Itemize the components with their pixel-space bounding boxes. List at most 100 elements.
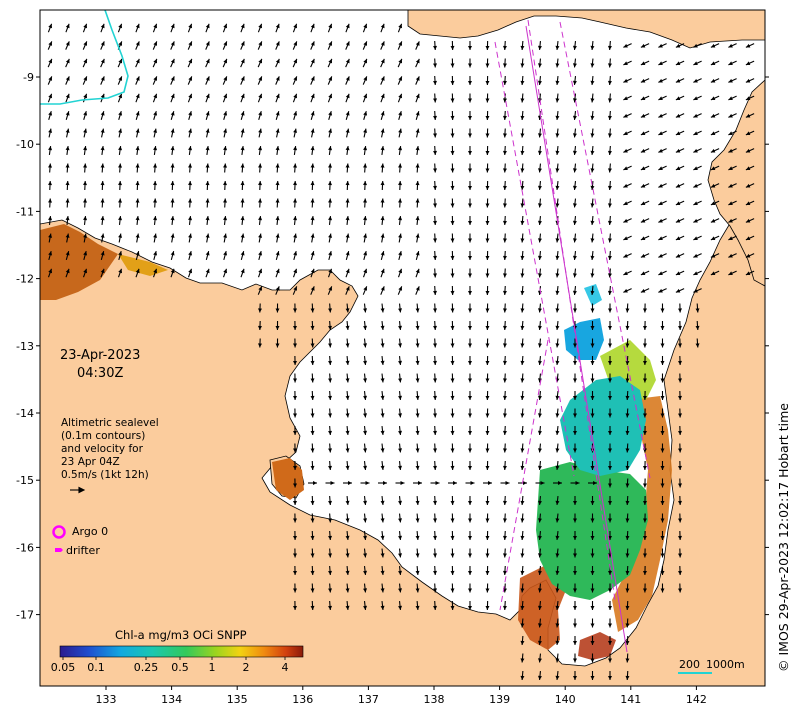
velocity-arrow-head	[363, 395, 368, 400]
velocity-arrow-head	[328, 308, 333, 313]
velocity-arrow-head	[188, 146, 193, 151]
velocity-arrow-head	[310, 395, 315, 400]
velocity-arrow-head	[590, 623, 595, 628]
velocity-arrow-head	[745, 236, 751, 241]
velocity-arrow-head	[728, 148, 733, 153]
lat-tick-label: -14	[16, 407, 34, 420]
velocity-arrow-head	[485, 588, 490, 593]
velocity-arrow-head	[502, 605, 507, 610]
velocity-arrow-head	[745, 131, 751, 136]
velocity-arrow-head	[572, 98, 577, 103]
velocity-arrow-head	[468, 133, 473, 138]
velocity-arrow-head	[502, 238, 507, 243]
velocity-arrow-head	[502, 308, 507, 313]
velocity-arrow-head	[745, 253, 751, 258]
velocity-arrow-head	[433, 430, 438, 435]
velocity-arrow-head	[468, 80, 473, 85]
velocity-arrow-head	[675, 148, 681, 153]
velocity-arrow-head	[48, 181, 53, 186]
velocity-arrow-head	[433, 570, 438, 575]
velocity-arrow-head	[555, 185, 560, 190]
lon-axis: 133 134 135 136 137 138 139 140 141 142	[96, 686, 707, 706]
argo-label: Argo 0	[72, 525, 109, 538]
velocity-arrow-head	[625, 675, 630, 680]
velocity-arrow-head	[660, 378, 665, 383]
velocity-arrow-head	[575, 481, 580, 485]
velocity-arrow-head	[693, 218, 698, 223]
velocity-arrow-head	[398, 268, 403, 274]
velocity-arrow-head	[608, 343, 612, 348]
velocity-arrow-head	[398, 448, 403, 453]
velocity-arrow-head	[502, 500, 507, 505]
velocity-arrow-head	[135, 111, 140, 116]
velocity-arrow-head	[678, 553, 683, 558]
velocity-arrow-head	[623, 43, 628, 48]
velocity-arrow-head	[100, 146, 105, 151]
velocity-arrow-head	[728, 183, 733, 188]
velocity-arrow-head	[380, 23, 385, 29]
velocity-arrow-head	[293, 111, 298, 116]
velocity-arrow-head	[418, 481, 422, 485]
velocity-arrow-head	[135, 233, 140, 238]
velocity-arrow-head	[607, 238, 612, 243]
velocity-arrow-head	[48, 23, 53, 29]
velocity-arrow-head	[363, 23, 368, 29]
velocity-arrow-head	[625, 640, 630, 645]
velocity-arrow-head	[623, 201, 628, 206]
velocity-arrow-head	[537, 465, 542, 470]
velocity-arrow-head	[450, 45, 455, 50]
velocity-arrow-head	[660, 343, 665, 348]
velocity-arrow-head	[275, 181, 280, 186]
velocity-arrow-head	[450, 448, 455, 453]
velocity-arrow-head	[48, 268, 53, 274]
velocity-arrow-head	[710, 166, 716, 171]
velocity-arrow-head	[345, 251, 350, 256]
velocity-arrow-head	[623, 271, 628, 276]
velocity-arrow-head	[328, 360, 333, 365]
velocity-arrow-head	[415, 198, 420, 203]
velocity-arrow-head	[363, 588, 368, 593]
velocity-arrow-head	[537, 168, 542, 173]
description-block: Altimetric sealevel (0.1m contours) and …	[61, 417, 159, 482]
lon-tick-label: 139	[489, 693, 510, 706]
velocity-arrow-head	[310, 570, 315, 575]
velocity-arrow-head	[415, 181, 420, 186]
velocity-arrow-head	[468, 168, 473, 173]
lon-tick-label: 135	[227, 693, 248, 706]
velocity-arrow-head	[642, 360, 647, 365]
velocity-arrow-head	[310, 233, 315, 238]
map-date: 23-Apr-2023	[60, 348, 141, 363]
velocity-arrow-head	[678, 395, 683, 400]
velocity-arrow-head	[502, 150, 507, 155]
velocity-arrow-head	[658, 131, 663, 136]
velocity-arrow-head	[468, 553, 473, 558]
velocity-arrow-head	[728, 131, 733, 136]
velocity-arrow-head	[520, 413, 525, 418]
velocity-arrow-head	[555, 448, 560, 453]
land-arnhem-land	[40, 169, 765, 686]
velocity-arrow-head	[380, 268, 385, 274]
velocity-arrow-head	[83, 76, 88, 81]
velocity-arrow-head	[240, 163, 245, 168]
velocity-arrow-head	[485, 360, 490, 365]
velocity-arrow-head	[468, 63, 473, 68]
velocity-arrow-head	[678, 343, 683, 348]
velocity-arrow-head	[188, 93, 193, 99]
velocity-arrow-head	[65, 23, 70, 29]
velocity-arrow-head	[502, 290, 507, 295]
velocity-arrow-head	[435, 481, 440, 485]
velocity-arrow-head	[328, 500, 333, 505]
velocity-arrow-head	[450, 220, 455, 225]
velocity-arrow-head	[710, 271, 716, 276]
velocity-arrow-head	[468, 448, 473, 453]
velocity-arrow-head	[590, 553, 595, 558]
velocity-arrow-head	[537, 80, 542, 85]
velocity-arrow-head	[345, 605, 350, 610]
velocity-arrow-head	[728, 61, 733, 66]
velocity-arrow-head	[485, 185, 490, 190]
velocity-arrow-head	[205, 233, 210, 238]
velocity-arrow-head	[693, 271, 698, 276]
velocity-arrow-head	[450, 238, 455, 243]
velocity-arrow-head	[728, 166, 733, 171]
velocity-arrow-head	[623, 148, 628, 153]
